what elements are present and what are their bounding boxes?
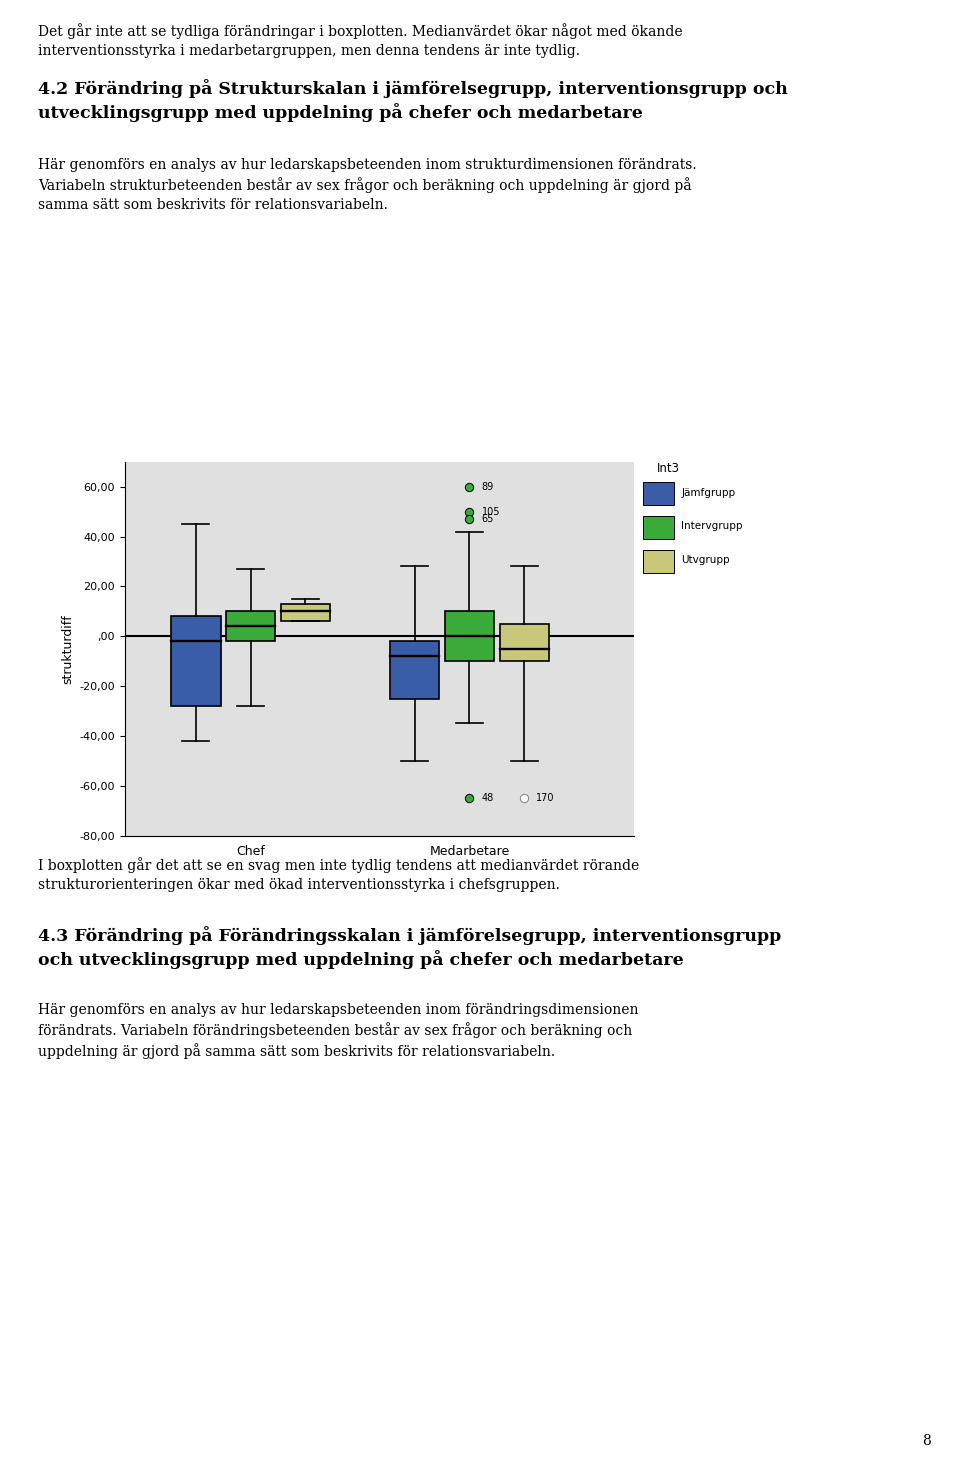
FancyBboxPatch shape <box>643 516 674 538</box>
Text: Här genomförs en analys av hur ledarskapsbeteenden inom förändringsdimensionen
f: Här genomförs en analys av hur ledarskap… <box>38 1003 639 1058</box>
Text: 89: 89 <box>482 482 493 491</box>
Bar <box>390 641 440 699</box>
Bar <box>499 623 549 661</box>
Text: I boxplotten går det att se en svag men inte tydlig tendens att medianvärdet rör: I boxplotten går det att se en svag men … <box>38 858 639 891</box>
FancyBboxPatch shape <box>643 482 674 504</box>
Text: 4.3 Förändring på Förändringsskalan i jämförelsegrupp, interventionsgrupp
och ut: 4.3 Förändring på Förändringsskalan i jä… <box>38 927 781 969</box>
Y-axis label: strukturdiff: strukturdiff <box>60 614 74 683</box>
Text: Jämfgrupp: Jämfgrupp <box>682 488 735 497</box>
Text: Int3: Int3 <box>657 462 680 475</box>
Bar <box>444 611 494 661</box>
Text: Här genomförs en analys av hur ledarskapsbeteenden inom strukturdimensionen förä: Här genomförs en analys av hur ledarskap… <box>38 158 697 211</box>
Bar <box>171 616 221 707</box>
Text: 105: 105 <box>482 507 500 516</box>
Bar <box>226 611 276 641</box>
Text: 65: 65 <box>482 515 493 525</box>
FancyBboxPatch shape <box>643 550 674 573</box>
Text: 48: 48 <box>482 793 493 803</box>
Text: Intervgrupp: Intervgrupp <box>682 522 743 532</box>
Text: 170: 170 <box>537 793 555 803</box>
Text: 8: 8 <box>923 1434 931 1448</box>
Text: 4.2 Förändring på Strukturskalan i jämförelsegrupp, interventionsgrupp och
utvec: 4.2 Förändring på Strukturskalan i jämfö… <box>38 79 788 122</box>
Text: Utvgrupp: Utvgrupp <box>682 556 730 566</box>
Bar <box>280 604 330 622</box>
Text: Det går inte att se tydliga förändringar i boxplotten. Medianvärdet ökar något m: Det går inte att se tydliga förändringar… <box>38 23 683 57</box>
